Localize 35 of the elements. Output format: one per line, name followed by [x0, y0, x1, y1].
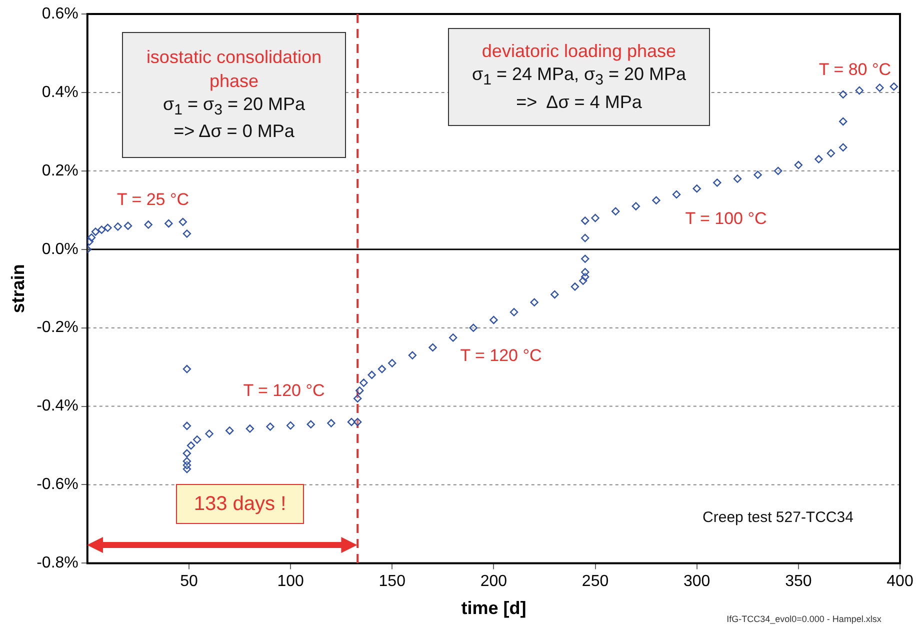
y-tick-label: -0.4% — [36, 398, 78, 415]
x-tick-label: 300 — [684, 573, 710, 590]
x-tick-label: 150 — [378, 573, 406, 590]
x-tick-label: 100 — [277, 573, 304, 590]
y-tick-label: 0.6% — [42, 5, 78, 22]
note-box: 133 days ! — [176, 484, 304, 524]
y-tick-label: 0.0% — [42, 240, 78, 258]
annotation: => Δσ = 0 MPa — [174, 120, 294, 144]
y-axis-title: strain — [8, 264, 28, 314]
x-tick-label: 350 — [785, 573, 812, 590]
annotation: 133 days ! — [194, 492, 286, 517]
annotation: T = 120 °C — [460, 345, 542, 367]
annotation: Creep test 527-TCC34 — [702, 508, 854, 528]
x-axis-title: time [d] — [461, 598, 526, 618]
y-tick-label: 0.2% — [42, 162, 78, 180]
x-tick-label: 50 — [180, 573, 198, 590]
y-tick-label: -0.2% — [36, 319, 78, 336]
annotation: isostatic consolidation phase — [145, 46, 323, 93]
annotation: σ$_{1}$ = 24 MPa, σ$_{3}$ = 20 MPa — [472, 63, 686, 91]
annotation: T = 100 °C — [685, 208, 767, 230]
annotation: => Δσ = 4 MPa — [516, 90, 642, 114]
annotation: deviatoric loading phase — [482, 40, 676, 64]
y-tick-label: -0.6% — [36, 476, 78, 494]
y-tick-label: 0.4% — [42, 84, 78, 101]
text: IfG-TCC34_evol0=0.000 - Hampel.xlsx — [726, 614, 882, 626]
annotation: T = 25 °C — [116, 189, 190, 211]
note-box: isostatic consolidation phase σ$_{1}$ = σ$_{3}$ = 20 MPa => Δσ = 0 MPa — [122, 32, 346, 158]
annotation: T = 80 °C — [818, 59, 892, 81]
annotation: σ$_{1}$ = σ$_{3}$ = 20 MPa — [163, 93, 305, 120]
x-tick-label: 200 — [480, 573, 508, 590]
annotation: T = 120 °C — [243, 380, 325, 402]
x-tick-label: 400 — [886, 573, 914, 590]
x-tick-label: 250 — [582, 573, 609, 590]
note-box: deviatoric loading phase σ$_{1}$ = 24 MPa, σ$_{3}$ = 20 MPa => Δσ = 4 MPa — [448, 28, 710, 126]
y-tick-label: -0.8% — [36, 554, 78, 572]
